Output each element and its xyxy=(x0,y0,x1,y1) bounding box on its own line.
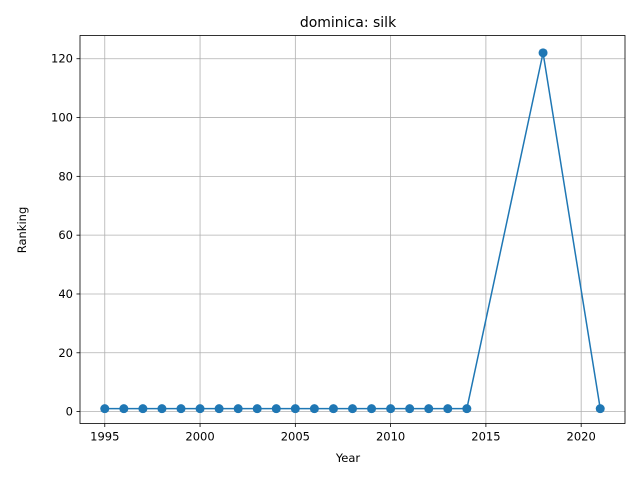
y-tick-label: 80 xyxy=(58,169,73,183)
data-point xyxy=(233,404,243,414)
y-tick-label: 60 xyxy=(58,228,73,242)
data-point xyxy=(348,404,357,414)
y-tick-label: 20 xyxy=(58,346,73,360)
data-point xyxy=(595,404,605,414)
axis-ticks: 1995 2000 2005 2010 2015 2020 0 20 40 60 80 100 120 xyxy=(51,52,596,444)
x-tick-label: 1995 xyxy=(90,430,119,444)
data-point xyxy=(214,404,224,414)
y-tick-label: 120 xyxy=(51,52,73,66)
x-tick-label: 2020 xyxy=(567,430,596,444)
data-point xyxy=(176,404,186,414)
x-tick-label: 2015 xyxy=(471,430,500,444)
data-series xyxy=(100,48,605,414)
data-point xyxy=(309,404,319,414)
data-point xyxy=(424,404,434,414)
series-line xyxy=(104,52,601,410)
data-point xyxy=(119,404,129,414)
data-point xyxy=(157,404,167,414)
data-point xyxy=(252,404,262,414)
data-point xyxy=(328,404,338,414)
x-tick-label: 2010 xyxy=(376,430,405,444)
data-point xyxy=(138,404,148,414)
data-point xyxy=(405,404,415,414)
data-point xyxy=(367,404,377,414)
y-tick-label: 100 xyxy=(51,111,73,125)
grid-lines xyxy=(80,35,625,424)
data-point xyxy=(443,404,453,414)
y-tick-label: 40 xyxy=(58,287,73,301)
chart-title: dominica: silk xyxy=(300,15,397,31)
data-point xyxy=(195,404,205,414)
data-point xyxy=(290,404,300,414)
data-point xyxy=(462,404,472,414)
data-point xyxy=(386,404,396,414)
data-point xyxy=(100,404,110,414)
x-tick-label: 2005 xyxy=(281,430,310,444)
data-point xyxy=(271,404,281,414)
x-axis-label: Year xyxy=(335,451,361,465)
y-axis-label: Ranking xyxy=(15,207,29,254)
x-tick-label: 2000 xyxy=(185,430,214,444)
data-point xyxy=(538,48,548,58)
plot-frame xyxy=(79,35,626,424)
y-tick-label: 0 xyxy=(66,405,73,419)
